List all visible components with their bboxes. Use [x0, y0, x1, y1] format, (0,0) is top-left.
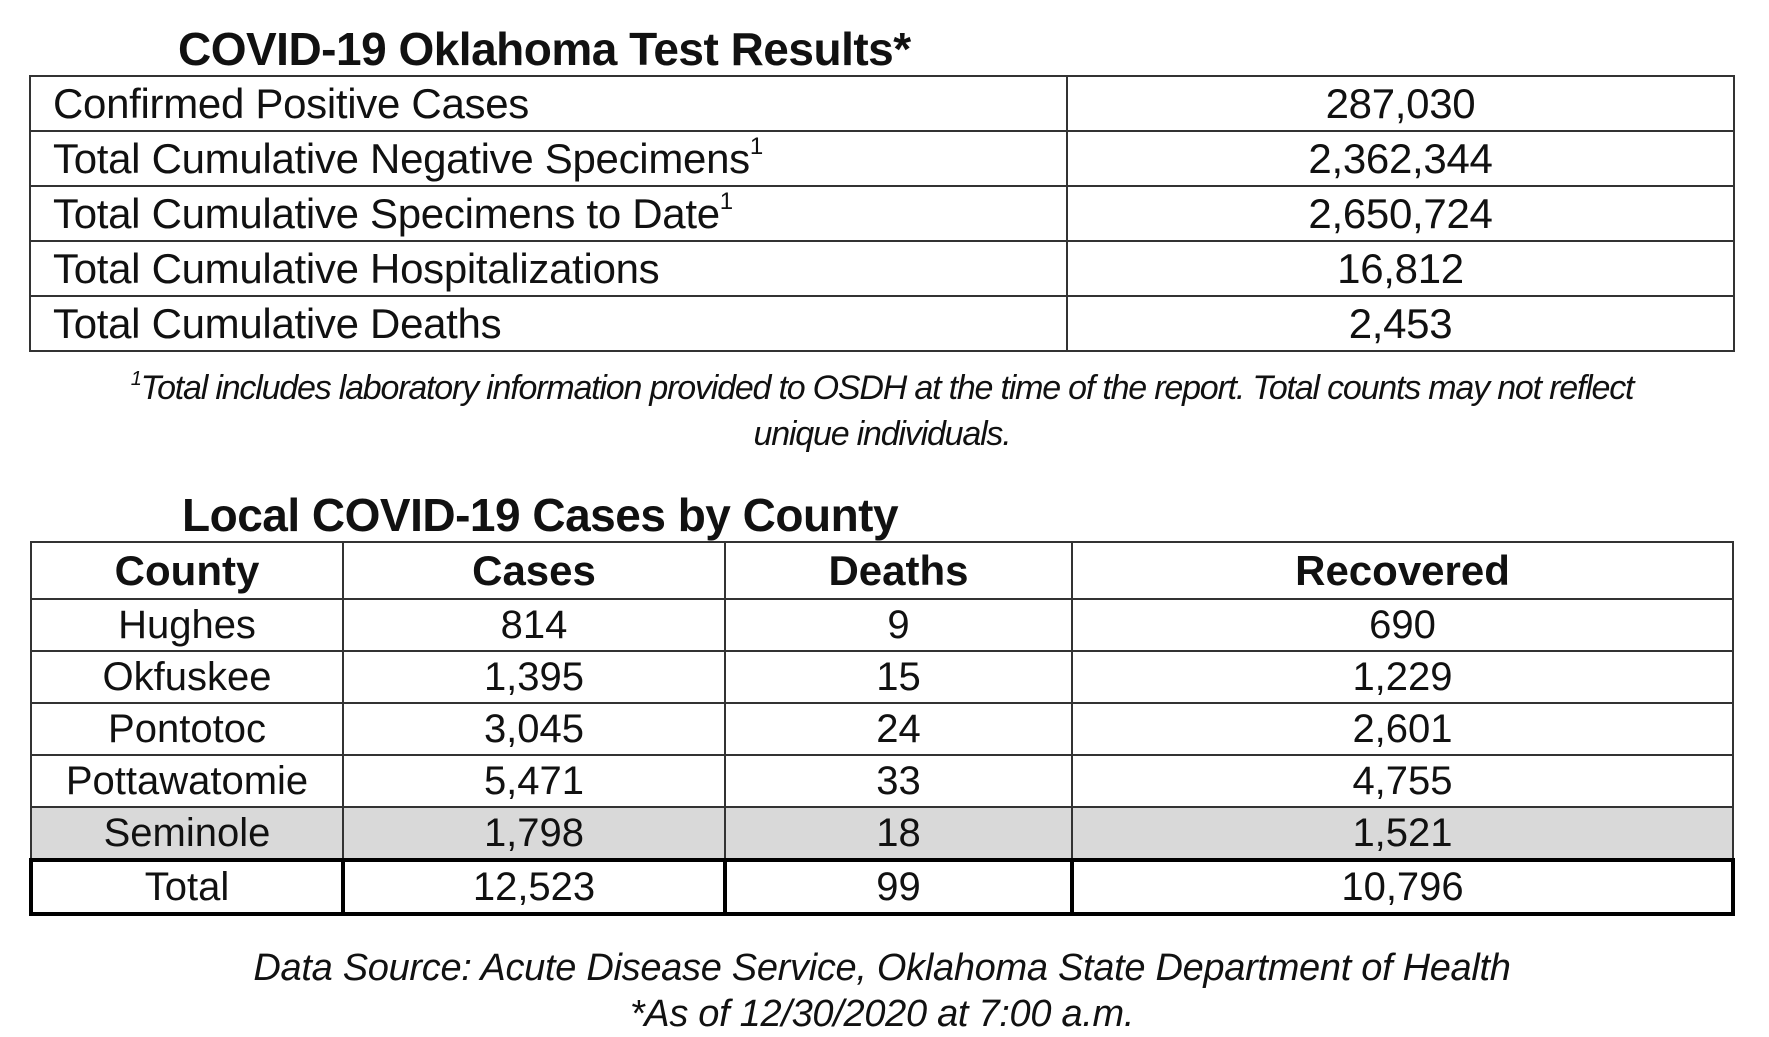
row-label: Total Cumulative Hospitalizations [29, 240, 1068, 297]
row-label: Total Cumulative Specimens to Date1 [29, 185, 1068, 242]
table-row: Okfuskee 1,395 15 1,229 [30, 650, 1734, 704]
row-label: Total Cumulative Negative Specimens1 [29, 130, 1068, 187]
cell-recovered: 4,755 [1071, 754, 1734, 808]
cell-deaths: 15 [724, 650, 1073, 704]
total-label: Total [29, 858, 345, 916]
total-deaths: 99 [723, 858, 1074, 916]
cell-deaths: 33 [724, 754, 1073, 808]
data-source-line: Data Source: Acute Disease Service, Okla… [253, 947, 1511, 989]
table-row: Total Cumulative Negative Specimens1 2,3… [29, 130, 1735, 187]
cell-cases: 1,798 [342, 806, 726, 861]
row-label: Total Cumulative Deaths [29, 295, 1068, 352]
row-label: Confirmed Positive Cases [29, 75, 1068, 132]
footnote: 1Total includes laboratory information p… [29, 365, 1735, 457]
cell-county: Okfuskee [30, 650, 344, 704]
cell-cases: 5,471 [342, 754, 726, 808]
county-cases-table: County Cases Deaths Recovered Hughes 814… [29, 541, 1735, 916]
cell-recovered: 2,601 [1071, 702, 1734, 756]
table-row: Pontotoc 3,045 24 2,601 [30, 702, 1734, 756]
header-deaths: Deaths [724, 541, 1073, 600]
as-of-date-line: *As of 12/30/2020 at 7:00 a.m. [629, 993, 1135, 1035]
cell-county: Seminole [30, 806, 344, 861]
footnote-mark: 1 [749, 133, 763, 160]
county-cases-title: Local COVID-19 Cases by County [182, 489, 899, 541]
header-county: County [30, 541, 344, 600]
row-value: 2,362,344 [1066, 130, 1735, 187]
table-row-highlighted: Seminole 1,798 18 1,521 [30, 806, 1734, 861]
data-source-note: Data Source: Acute Disease Service, Okla… [29, 945, 1735, 1037]
row-value: 16,812 [1066, 240, 1735, 297]
row-value: 287,030 [1066, 75, 1735, 132]
cell-recovered: 1,521 [1071, 806, 1734, 861]
footnote-line-1: 1Total includes laboratory information p… [130, 367, 1635, 407]
table-row: Total Cumulative Specimens to Date1 2,65… [29, 185, 1735, 242]
cell-cases: 1,395 [342, 650, 726, 704]
footnote-line-2: unique individuals. [753, 415, 1012, 453]
cell-cases: 814 [342, 598, 726, 652]
footnote-mark: 1 [719, 188, 733, 215]
cell-cases: 3,045 [342, 702, 726, 756]
row-value: 2,650,724 [1066, 185, 1735, 242]
cell-county: Pontotoc [30, 702, 344, 756]
test-results-table: Confirmed Positive Cases 287,030 Total C… [29, 75, 1735, 352]
cell-recovered: 1,229 [1071, 650, 1734, 704]
total-row: Total 12,523 99 10,796 [29, 858, 1735, 916]
total-cases: 12,523 [341, 858, 727, 916]
total-recovered: 10,796 [1070, 858, 1735, 916]
cell-county: Hughes [30, 598, 344, 652]
header-cases: Cases [342, 541, 726, 600]
header-row: County Cases Deaths Recovered [30, 541, 1734, 600]
cell-deaths: 9 [724, 598, 1073, 652]
row-value: 2,453 [1066, 295, 1735, 352]
cell-deaths: 24 [724, 702, 1073, 756]
cell-county: Pottawatomie [30, 754, 344, 808]
test-results-title: COVID-19 Oklahoma Test Results* [178, 23, 911, 75]
header-recovered: Recovered [1071, 541, 1734, 600]
table-row: Total Cumulative Deaths 2,453 [29, 295, 1735, 352]
footnote-mark: 1 [130, 367, 142, 390]
table-row: Total Cumulative Hospitalizations 16,812 [29, 240, 1735, 297]
cell-deaths: 18 [724, 806, 1073, 861]
table-row: Pottawatomie 5,471 33 4,755 [30, 754, 1734, 808]
cell-recovered: 690 [1071, 598, 1734, 652]
table-row: Confirmed Positive Cases 287,030 [29, 75, 1735, 132]
table-row: Hughes 814 9 690 [30, 598, 1734, 652]
